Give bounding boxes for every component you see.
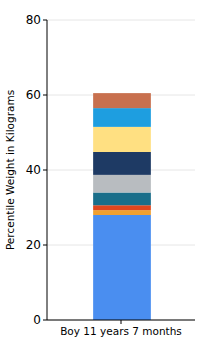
x-tick-mark [121,320,122,324]
bar-segment [93,215,151,320]
tick-label: 0 [33,313,41,327]
bar-segment [93,175,151,193]
bars [93,93,151,320]
tick-label: 60 [26,88,41,102]
tick-mark [43,245,47,246]
category-label: Boy 11 years 7 months [60,325,182,337]
tick-mark [43,95,47,96]
tick-label: 20 [26,238,41,252]
bar-segment [93,108,151,127]
tick-mark [43,320,47,321]
bar-segment [93,205,151,210]
bar-segment [93,210,151,215]
tick-label: 40 [26,163,41,177]
tick-mark [43,170,47,171]
grid-line [47,20,195,21]
tick-label: 80 [26,13,41,27]
chart: 0 20 40 60 80 Boy 11 years 7 months Percentile… [0,0,200,350]
bar-segment [93,127,151,152]
bar-segment [93,152,151,175]
chart-container: 0 20 40 60 80 Boy 11 years 7 months Percentile… [0,0,200,350]
bar-segment [93,93,151,108]
y-axis-title: Percentile Weight in Kilograms [4,90,16,250]
tick-mark [43,20,47,21]
bar-segment [93,193,151,206]
